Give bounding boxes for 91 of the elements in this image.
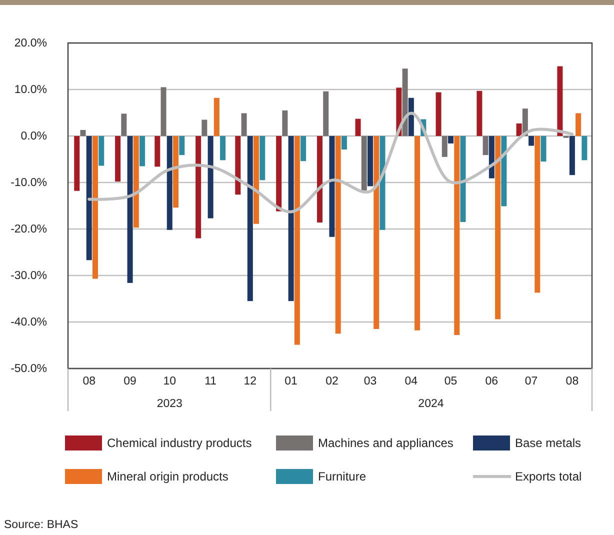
bar — [202, 120, 208, 136]
bar — [368, 136, 374, 186]
bar — [247, 136, 253, 302]
x2-tick-label: 2024 — [418, 398, 444, 410]
bar — [460, 136, 466, 222]
legend-label: Chemical industry products — [107, 436, 252, 450]
bar — [260, 136, 266, 180]
bar — [98, 136, 104, 166]
x-tick-label: 05 — [444, 376, 458, 388]
bar — [80, 130, 86, 136]
bar — [335, 136, 341, 334]
bar — [154, 136, 160, 167]
bar — [582, 136, 588, 160]
bar — [355, 118, 361, 136]
bar — [323, 91, 329, 136]
bar — [569, 136, 575, 176]
bar — [495, 136, 501, 320]
x-tick-label: 02 — [326, 376, 338, 388]
bar — [220, 136, 226, 160]
y-tick-label: 0.0% — [20, 130, 47, 143]
bar — [241, 113, 247, 136]
bar — [160, 87, 166, 136]
bar — [166, 136, 172, 230]
bar — [341, 136, 347, 150]
legend-label: Exports total — [515, 470, 582, 484]
bar — [140, 136, 146, 166]
x-tick-label: 08 — [82, 376, 96, 388]
legend-label: Furniture — [318, 470, 366, 484]
bar — [92, 136, 98, 279]
bar — [121, 114, 127, 136]
y-tick-label: -30.0% — [10, 270, 47, 282]
bar — [329, 136, 335, 237]
x-tick-label: 07 — [524, 376, 538, 388]
bar — [173, 136, 179, 208]
bar — [576, 113, 582, 136]
bar — [408, 98, 414, 136]
bar — [74, 136, 80, 191]
x-tick-label: 01 — [284, 376, 298, 388]
bar — [501, 136, 507, 206]
bar — [214, 98, 220, 136]
bar — [294, 136, 300, 345]
y-tick-label: -50.0% — [10, 363, 47, 376]
bar — [300, 136, 306, 162]
bar — [361, 136, 367, 190]
x-tick-label: 10 — [163, 376, 176, 388]
bar — [115, 136, 121, 182]
bar — [442, 136, 448, 157]
bar — [179, 136, 185, 156]
y-tick-label: 20.0% — [14, 38, 47, 50]
bar — [476, 90, 482, 136]
bar — [528, 136, 534, 146]
bar — [488, 136, 494, 178]
bar — [402, 68, 408, 136]
y-tick-label: -10.0% — [10, 177, 47, 190]
legend-label: Mineral origin products — [107, 470, 228, 484]
x-tick-label: 06 — [485, 376, 498, 388]
bar — [86, 136, 92, 260]
legend-label: Base metals — [515, 436, 582, 450]
x-tick-label: 04 — [404, 376, 418, 388]
x-tick-label: 08 — [566, 376, 579, 388]
y-tick-label: -40.0% — [10, 316, 47, 329]
x-tick-label: 11 — [204, 376, 217, 388]
bar — [276, 136, 282, 212]
bar — [208, 136, 214, 218]
bar — [482, 136, 488, 156]
bar — [127, 136, 133, 283]
bar — [414, 136, 420, 330]
bar — [288, 136, 294, 302]
bar — [374, 136, 380, 329]
y-tick-label: -20.0% — [10, 224, 47, 236]
x-tick-label: 03 — [364, 376, 377, 388]
bar — [557, 66, 563, 136]
bar — [133, 136, 139, 228]
y-tick-label: 10.0% — [14, 84, 47, 96]
x-tick-label: 09 — [124, 376, 136, 388]
legend-label: Machines and appliances — [318, 436, 454, 450]
bar — [196, 136, 202, 238]
bar — [254, 136, 260, 224]
bar — [436, 92, 442, 136]
bar — [454, 136, 460, 336]
bar — [540, 136, 546, 162]
bar — [316, 136, 322, 222]
x2-tick-label: 2023 — [156, 398, 182, 410]
bar — [516, 123, 522, 136]
source-note: Source: BHAS — [4, 519, 78, 531]
bar — [534, 136, 540, 293]
bar — [282, 110, 288, 136]
bar — [380, 136, 386, 230]
bar — [235, 136, 241, 195]
x-tick-label: 12 — [244, 376, 257, 388]
bar — [448, 136, 454, 144]
